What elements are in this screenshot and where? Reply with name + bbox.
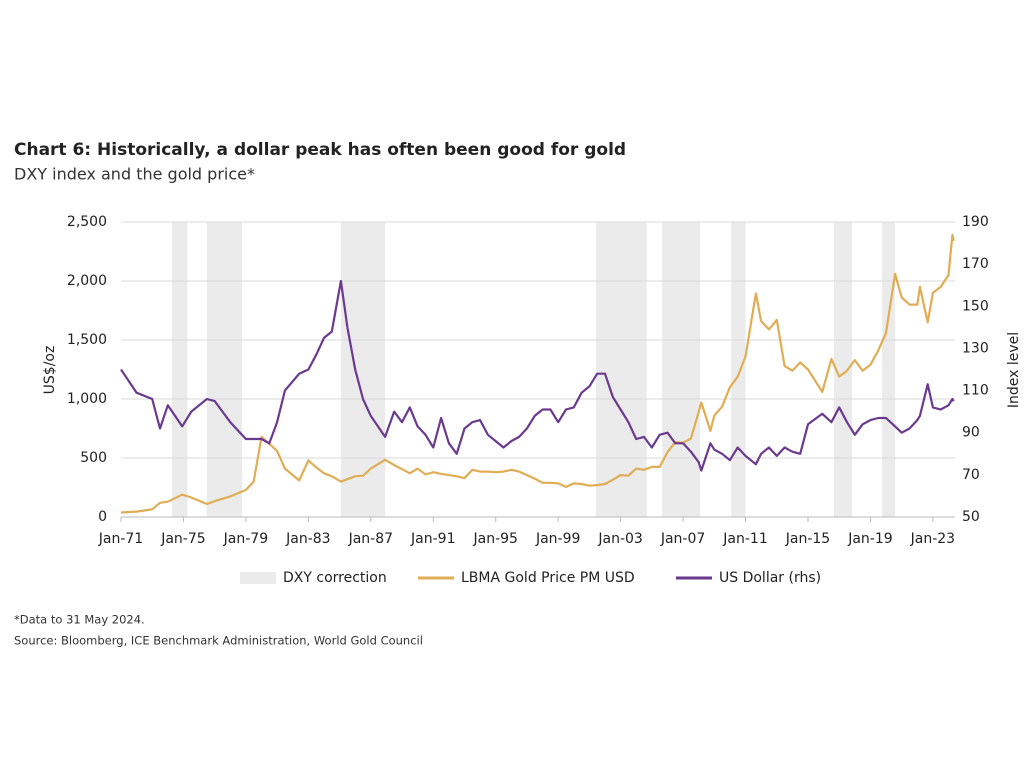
x-tick-label: Jan-75: [160, 531, 205, 547]
y2-tick-label: 50: [962, 509, 980, 525]
y2-tick-label: 70: [962, 467, 980, 483]
correction-band: [662, 222, 700, 517]
y-axis-title: US$/oz: [42, 346, 58, 395]
x-tick-label: Jan-23: [910, 531, 955, 547]
x-tick-label: Jan-11: [722, 531, 767, 547]
x-tick-label: Jan-71: [98, 531, 143, 547]
legend-swatch: [240, 572, 276, 584]
y2-tick-label: 90: [962, 425, 980, 441]
x-tick-label: Jan-87: [348, 531, 393, 547]
chart-subtitle: DXY index and the gold price*: [14, 165, 255, 184]
x-tick-label: Jan-07: [660, 531, 705, 547]
legend-label: US Dollar (rhs): [719, 570, 821, 586]
y-tick-label: 2,500: [67, 214, 107, 230]
correction-band: [595, 222, 647, 517]
series-line: [120, 233, 955, 514]
x-tick-label: Jan-83: [285, 531, 330, 547]
y2-tick-label: 110: [962, 383, 989, 399]
x-tick-label: Jan-03: [597, 531, 642, 547]
y2-tick-label: 150: [962, 298, 989, 314]
legend-label: DXY correction: [283, 570, 387, 586]
legend-label: LBMA Gold Price PM USD: [461, 570, 635, 586]
x-tick-label: Jan-15: [785, 531, 830, 547]
y2-tick-label: 170: [962, 256, 989, 272]
y-tick-label: 1,500: [67, 332, 107, 348]
correction-band: [833, 222, 853, 517]
y-tick-label: 1,000: [67, 391, 107, 407]
x-tick-label: Jan-91: [410, 531, 455, 547]
source: Source: Bloomberg, ICE Benchmark Adminis…: [14, 634, 423, 648]
y2-tick-label: 190: [962, 214, 989, 230]
y2-axis-title: Index level: [1006, 332, 1022, 408]
x-tick-label: Jan-79: [223, 531, 268, 547]
x-tick-label: Jan-99: [535, 531, 580, 547]
correction-band: [340, 222, 386, 517]
x-tick-label: Jan-19: [847, 531, 892, 547]
series-line: [120, 279, 955, 472]
y-tick-label: 0: [98, 509, 107, 525]
y2-tick-label: 130: [962, 340, 989, 356]
correction-band: [882, 222, 896, 517]
x-tick-label: Jan-95: [472, 531, 517, 547]
chart-title: Chart 6: Historically, a dollar peak has…: [14, 140, 626, 160]
correction-band: [171, 222, 188, 517]
correction-band: [731, 222, 746, 517]
footnote: *Data to 31 May 2024.: [14, 613, 145, 627]
y-tick-label: 500: [80, 450, 107, 466]
y-tick-label: 2,000: [67, 273, 107, 289]
correction-band: [206, 222, 243, 517]
